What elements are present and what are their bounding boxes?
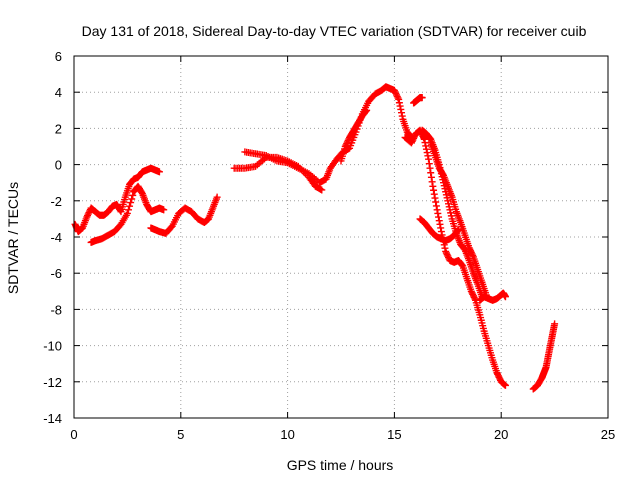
series-arc-7 — [410, 94, 426, 107]
data-point — [395, 95, 403, 103]
data-point — [155, 168, 163, 176]
data-point — [454, 226, 462, 234]
data-point — [123, 209, 131, 217]
data-point — [435, 213, 443, 221]
chart-title: Day 131 of 2018, Sidereal Day-to-day VTE… — [82, 23, 587, 39]
data-point — [441, 244, 449, 252]
series-arc-6 — [337, 106, 371, 165]
data-point — [128, 195, 136, 203]
y-axis-label: SDTVAR / TECUs — [5, 182, 21, 294]
y-tick-label: -10 — [43, 339, 62, 354]
y-tick-label: -14 — [43, 411, 62, 426]
data-point — [469, 251, 477, 259]
data-point — [432, 202, 440, 210]
y-tick-label: -4 — [50, 230, 62, 245]
data-point — [116, 206, 124, 214]
data-point — [395, 99, 403, 107]
data-points — [71, 83, 559, 393]
y-tick-label: -2 — [50, 194, 62, 209]
data-point — [430, 186, 438, 194]
x-tick-label: 25 — [601, 427, 615, 442]
data-point — [396, 102, 404, 110]
series-arc-5 — [241, 83, 415, 187]
x-axis-label: GPS time / hours — [287, 457, 394, 473]
data-point — [436, 220, 444, 228]
data-point — [160, 206, 168, 214]
y-tick-label: 2 — [55, 121, 62, 136]
data-point — [437, 228, 445, 236]
data-point — [427, 169, 435, 177]
series-arc-13 — [529, 320, 559, 393]
data-point — [422, 142, 430, 150]
data-point — [433, 206, 441, 214]
data-point — [126, 202, 134, 210]
data-point — [454, 227, 462, 235]
data-point — [124, 206, 132, 214]
series-arc-10 — [427, 139, 490, 299]
data-point — [426, 164, 434, 172]
y-tick-label: 0 — [55, 158, 62, 173]
data-point — [430, 190, 438, 198]
x-tick-label: 10 — [280, 427, 294, 442]
grid — [74, 56, 608, 418]
data-point — [435, 217, 443, 225]
data-point — [397, 105, 405, 113]
x-tick-label: 5 — [177, 427, 184, 442]
data-point — [434, 209, 442, 217]
y-tick-label: 6 — [55, 49, 62, 64]
series-arc-12 — [476, 289, 509, 304]
data-point — [363, 106, 371, 114]
axis-ticks: 0 5 10 15 20 25 -14 -12 -10 -8 -6 -4 -2 0 2 4 6 — [43, 49, 615, 442]
data-point — [213, 193, 221, 201]
data-point — [398, 109, 406, 117]
data-point — [127, 199, 135, 207]
y-tick-label: -12 — [43, 375, 62, 390]
data-point — [425, 160, 433, 168]
data-point — [427, 173, 435, 181]
data-point — [398, 112, 406, 120]
data-point — [423, 149, 431, 157]
data-point — [432, 198, 440, 206]
y-tick-label: -6 — [50, 266, 62, 281]
x-tick-label: 20 — [494, 427, 508, 442]
data-point — [428, 178, 436, 186]
data-point — [362, 107, 370, 115]
y-tick-label: 4 — [55, 85, 62, 100]
x-tick-label: 15 — [387, 427, 401, 442]
data-point — [424, 152, 432, 160]
data-point — [420, 135, 428, 143]
x-tick-label: 0 — [70, 427, 77, 442]
data-point — [431, 194, 439, 202]
series-arc-8 — [401, 126, 509, 389]
data-point — [129, 191, 137, 199]
series-arc-3 — [147, 193, 221, 237]
data-point — [429, 182, 437, 190]
y-tick-label: -8 — [50, 302, 62, 317]
series-arc-1 — [71, 164, 163, 236]
data-point — [422, 145, 430, 153]
series-arc-2 — [87, 182, 168, 246]
data-point — [471, 295, 479, 303]
data-point — [551, 320, 559, 328]
data-point — [418, 94, 426, 102]
data-point — [425, 155, 433, 163]
series-arc-11 — [416, 215, 462, 245]
data-point — [394, 94, 402, 102]
data-point — [501, 293, 509, 301]
data-point — [437, 224, 445, 232]
data-point — [501, 381, 509, 389]
data-point — [318, 186, 326, 194]
